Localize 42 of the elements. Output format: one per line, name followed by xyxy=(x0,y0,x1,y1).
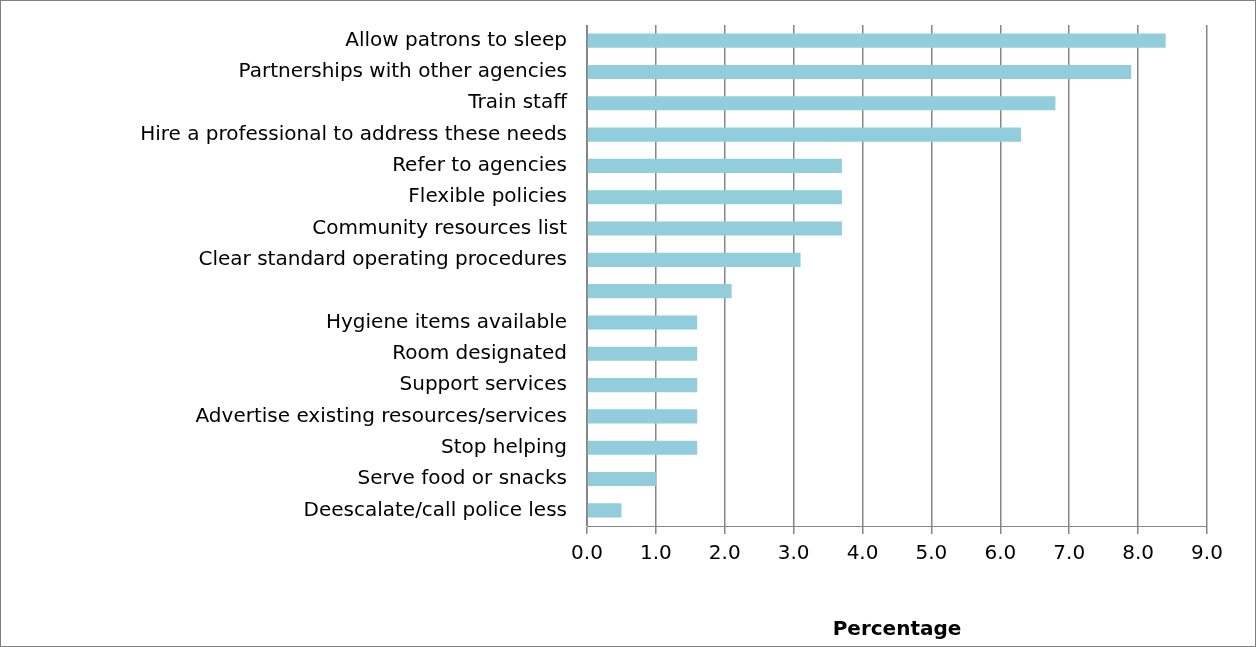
bar xyxy=(587,190,842,205)
y-tick-label: Hygiene items available xyxy=(325,308,567,333)
y-tick-label: Flexible policies xyxy=(408,183,567,208)
bar xyxy=(587,96,1056,111)
y-tick-label: Community resources list xyxy=(312,214,568,239)
x-tick-label: 3.0 xyxy=(777,540,810,565)
x-tick-label: 1.0 xyxy=(639,540,672,565)
bar xyxy=(587,64,1132,80)
y-tick-label: Serve food or snacks xyxy=(357,465,567,490)
bar xyxy=(587,221,842,236)
bar xyxy=(587,378,698,393)
y-tick-label: Support services xyxy=(399,371,567,396)
y-tick-label: Train staff xyxy=(467,89,569,114)
x-tick-label: 4.0 xyxy=(846,540,879,565)
x-tick-label: 5.0 xyxy=(915,540,948,565)
y-tick-label: Refer to agencies xyxy=(392,152,567,177)
bar xyxy=(587,252,801,267)
y-tick-label: Clear standard operating procedures xyxy=(198,246,567,271)
y-tick-label: Allow patrons to sleep xyxy=(345,26,567,51)
bar xyxy=(587,503,622,518)
bar xyxy=(587,127,1021,142)
y-tick-label: Room designated xyxy=(392,339,567,364)
y-tick-label: Hire a professional to address these needs xyxy=(140,120,567,145)
x-axis-title: Percentage xyxy=(832,616,962,641)
x-tick-label: 8.0 xyxy=(1122,540,1155,565)
bar xyxy=(587,158,842,173)
bar xyxy=(587,33,1166,48)
bar xyxy=(587,315,698,330)
y-tick-label: Stop helping xyxy=(441,433,567,458)
y-tick-label: Advertise existing resources/services xyxy=(195,402,567,427)
y-tick-label: Partnerships with other agencies xyxy=(238,58,567,83)
bar xyxy=(587,409,698,424)
bar xyxy=(587,440,698,455)
bar xyxy=(587,471,656,487)
x-tick-label: 6.0 xyxy=(984,540,1017,565)
x-tick-label: 0.0 xyxy=(571,540,603,565)
bar xyxy=(587,346,698,361)
x-tick-label: 2.0 xyxy=(708,540,741,565)
x-tick-label: 9.0 xyxy=(1191,540,1223,565)
bar xyxy=(587,284,732,299)
x-tick-label: 7.0 xyxy=(1053,540,1086,565)
y-tick-label: Deescalate/call police less xyxy=(303,496,567,521)
